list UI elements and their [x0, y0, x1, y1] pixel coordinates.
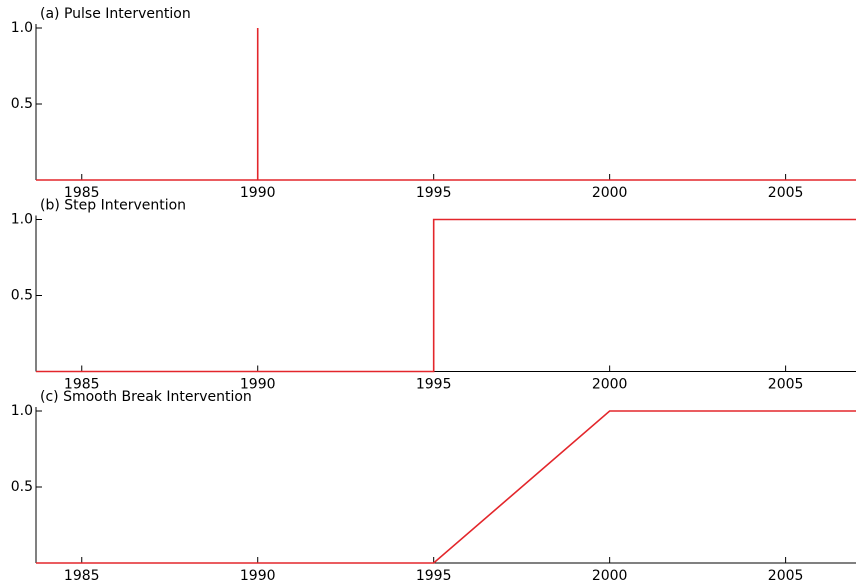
y-tick-label: 1.0: [11, 20, 33, 36]
x-tick-label: 1995: [416, 377, 452, 393]
x-tick-label: 2000: [592, 185, 628, 201]
x-tick-label: 1995: [416, 568, 452, 584]
y-tick-label: 1.0: [11, 403, 33, 419]
x-tick-label: 2000: [592, 377, 628, 393]
chart-title: (a) Pulse Intervention: [40, 6, 191, 22]
x-tick-label: 2000: [592, 568, 628, 584]
y-tick-label: 1.0: [11, 212, 33, 228]
x-tick-label: 2005: [768, 568, 804, 584]
y-tick-label: 0.5: [11, 288, 33, 304]
chart-title: (c) Smooth Break Intervention: [40, 389, 252, 405]
data-line: [36, 410, 856, 564]
x-tick-label: 1990: [240, 377, 276, 393]
x-tick-label: 1995: [416, 185, 452, 201]
x-tick-label: 1985: [64, 185, 100, 201]
data-line: [36, 28, 856, 181]
x-tick-label: 2005: [768, 185, 804, 201]
data-line: [36, 218, 856, 373]
y-tick-label: 0.5: [11, 479, 33, 495]
x-tick-label: 1990: [240, 185, 276, 201]
x-tick-label: 1985: [64, 568, 100, 584]
y-tick-label: 0.5: [11, 96, 33, 112]
chart-title: (b) Step Intervention: [40, 198, 186, 214]
x-tick-label: 1985: [64, 377, 100, 393]
x-tick-label: 1990: [240, 568, 276, 584]
x-tick-label: 2005: [768, 377, 804, 393]
